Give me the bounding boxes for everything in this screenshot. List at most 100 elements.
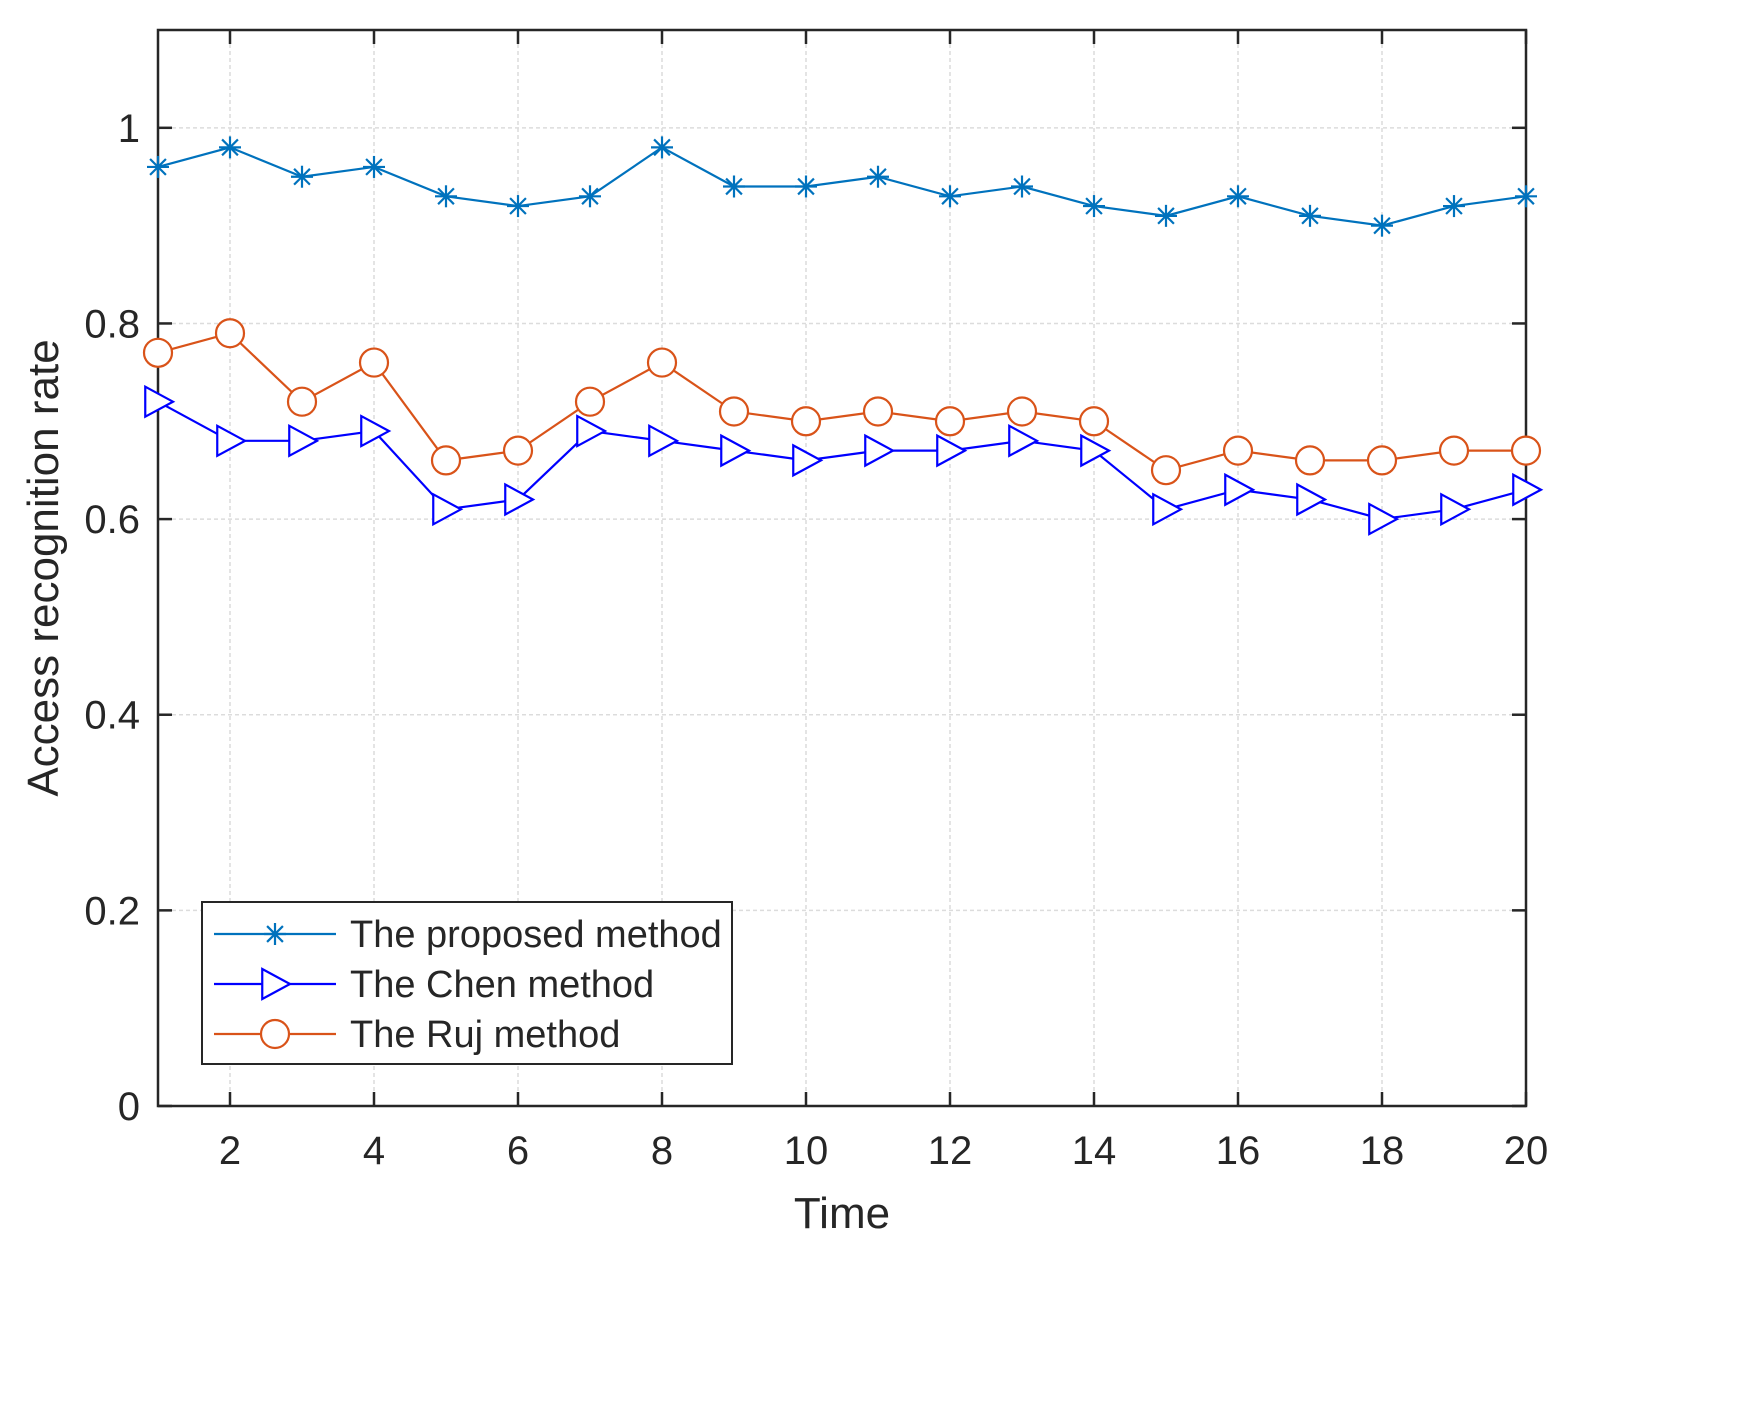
asterisk-stroke [1157,207,1175,225]
data-point [576,414,608,448]
asterisk-stroke [365,158,383,176]
asterisk-stroke [653,138,671,157]
data-point [1083,195,1105,218]
data-point [216,423,248,458]
data-point [1150,455,1182,486]
data-point [1371,214,1393,237]
data-point [939,185,961,208]
data-point [1366,445,1398,476]
x-tick-label: 8 [651,1129,673,1173]
data-point [1299,204,1321,227]
legend-label: The Ruj method [350,1014,620,1056]
data-point [1515,185,1537,208]
asterisk-stroke [797,177,815,196]
legend-label: The Chen method [350,964,654,1006]
asterisk-stroke [725,177,743,196]
asterisk-stroke [293,168,311,186]
x-tick-label: 14 [1072,1129,1117,1173]
y-tick-label: 0.2 [84,889,140,933]
data-point [1512,472,1544,507]
data-point [502,435,534,466]
data-point [1006,396,1038,427]
data-point [1152,492,1184,527]
data-point [286,386,318,417]
legend-marker [261,967,293,1001]
data-point [1011,175,1033,198]
legend-marker [264,923,286,945]
data-point [288,423,320,458]
data-point [1294,445,1326,476]
data-point [1510,435,1542,466]
legend-marker [259,1018,291,1050]
data-point [651,136,673,159]
data-point [363,155,385,178]
series-3 [142,318,1542,486]
asterisk-stroke [437,187,455,205]
asterisk-stroke [941,187,959,205]
x-tick-label: 16 [1216,1129,1261,1173]
data-point [1443,195,1465,218]
data-point [646,347,678,378]
data-point [579,185,601,208]
series-1 [147,136,1537,237]
data-point [936,433,968,468]
data-point [358,347,390,378]
data-point [1008,423,1040,458]
data-point [1222,435,1254,466]
data-point [432,492,464,527]
x-tick-label: 12 [928,1129,973,1173]
data-point [147,155,169,178]
data-point [360,414,392,448]
data-point [1155,204,1177,227]
x-axis-label: Time [794,1189,890,1238]
x-tick-label: 6 [507,1129,529,1173]
series-line [157,146,1527,227]
asterisk-stroke [869,168,887,186]
asterisk-stroke [581,187,599,205]
data-point [1440,492,1472,527]
series-group [142,136,1544,536]
y-axis-label: Access recognition rate [19,339,68,796]
data-point [862,396,894,427]
data-point [574,386,606,417]
axes: 2 4 6 8 10 12 14 16 18 20 0 0.2 0.4 0.6 0.8 1 [84,28,1549,1173]
data-point [864,433,896,468]
data-point [435,185,457,208]
data-point [142,337,174,368]
data-point [214,318,246,349]
asterisk-stroke [1013,177,1031,196]
y-tick-label: 0.6 [84,498,140,542]
asterisk-stroke [1229,187,1247,205]
x-tick-label: 10 [784,1129,829,1173]
legend: The proposed method The Chen method The Ru… [201,901,733,1065]
data-point [219,136,241,159]
data-point [1368,502,1400,536]
y-tick-label: 1 [118,107,140,151]
data-point [1078,406,1110,437]
data-point [795,175,817,198]
series-2 [144,384,1544,536]
data-point [934,406,966,437]
data-point [648,423,680,458]
data-point [144,384,176,419]
data-point [1296,482,1328,517]
legend-item: The proposed method [214,914,722,956]
asterisk-stroke [149,158,167,176]
y-tick-label: 0.4 [84,694,140,738]
x-tick-label: 4 [363,1129,385,1173]
plot-frame [156,28,1528,1108]
data-point [790,406,822,437]
asterisk-stroke [1445,197,1463,215]
x-tick-label: 18 [1360,1129,1405,1173]
legend-item: The Chen method [214,964,654,1006]
x-tick-label: 2 [219,1129,241,1173]
data-point [1224,472,1256,507]
data-point [718,396,750,427]
asterisk-stroke [1517,187,1535,205]
x-tick-label: 20 [1504,1129,1549,1173]
legend-label: The proposed method [350,914,722,956]
asterisk-stroke [1373,216,1391,235]
asterisk-stroke [509,197,527,215]
